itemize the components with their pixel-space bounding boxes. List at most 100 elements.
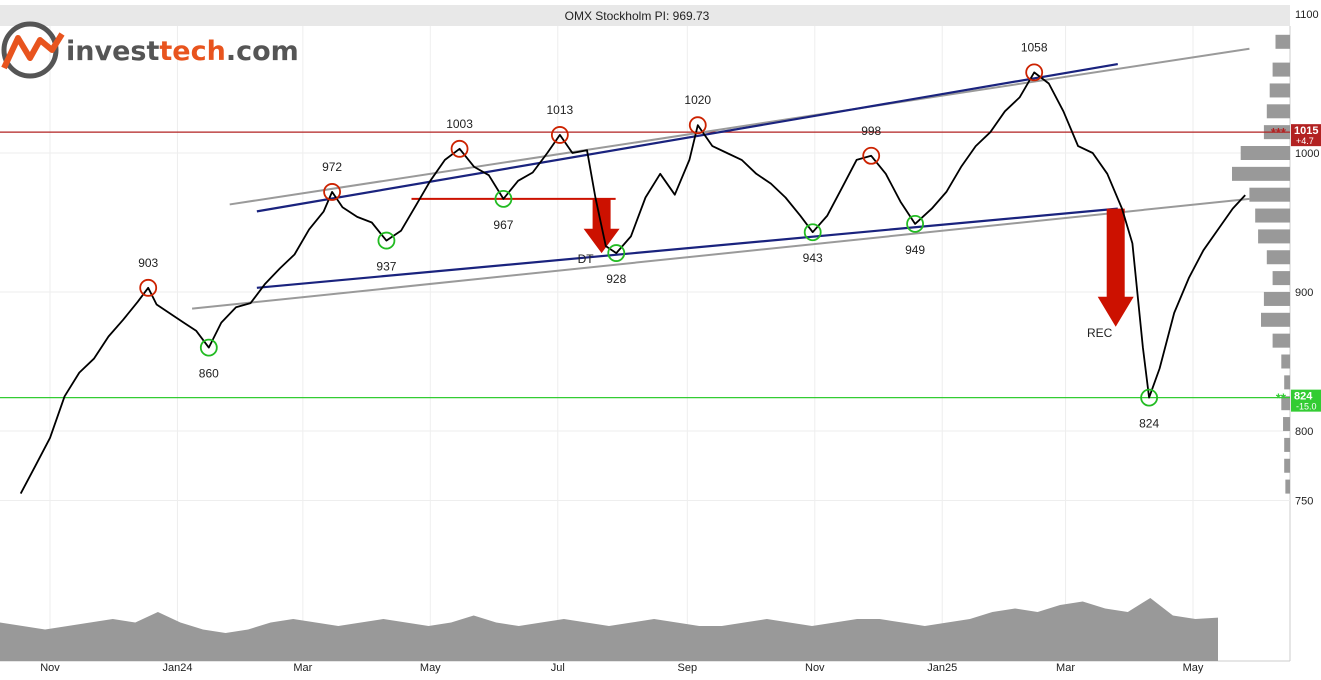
level-labels: *** 1015+4.7 ** 824-15.0 <box>1271 124 1321 412</box>
volume-profile-bar <box>1284 437 1290 452</box>
volume-profile-bar <box>1255 208 1290 223</box>
volume-profile-bar <box>1275 34 1290 49</box>
y-tick-label: 900 <box>1295 287 1313 299</box>
volume-profile-bar <box>1272 333 1290 348</box>
x-tick-label: Nov <box>805 662 825 674</box>
pivot-label: 949 <box>905 243 925 257</box>
logo-zigzag-icon <box>1 32 65 70</box>
top-marker <box>862 146 881 165</box>
signal-label: DT <box>578 252 595 266</box>
top-marker <box>1025 63 1044 82</box>
volume-profile-bar <box>1266 250 1290 265</box>
top-marker <box>139 278 158 297</box>
level-stars: ** <box>1276 391 1287 406</box>
level-badge <box>1291 124 1321 147</box>
x-tick-label: Jan24 <box>162 662 192 674</box>
x-axis: Nov Jan24 Mar May Jul Sep Nov Jan25 Mar May <box>40 662 1204 674</box>
level-stars: *** <box>1271 125 1287 140</box>
pivot-label: 903 <box>138 256 158 270</box>
x-tick-label: May <box>420 662 441 674</box>
top-marker <box>323 183 341 201</box>
level-value: 824 <box>1294 391 1313 403</box>
volume-profile-bar <box>1266 104 1290 119</box>
pivot-label: 928 <box>606 272 626 286</box>
bottom-marker <box>199 338 218 357</box>
bottom-marker <box>494 189 513 208</box>
volume-profile-bar <box>1258 229 1290 244</box>
logo-word-com: .com <box>226 36 299 67</box>
price-series <box>19 71 1246 495</box>
volume-profile-bar <box>1281 396 1290 411</box>
pivot-label: 1058 <box>1021 40 1048 54</box>
volume-profile-bar <box>1284 458 1290 473</box>
level-change: -15.0 <box>1296 402 1317 412</box>
top-marker <box>450 139 469 158</box>
volume-profile-bar <box>1285 479 1290 494</box>
top-marker <box>688 116 707 135</box>
price-line <box>19 71 1246 495</box>
pivot-label: 998 <box>861 124 881 138</box>
pivot-label: 824 <box>1139 417 1159 431</box>
x-tick-label: Jan25 <box>927 662 957 674</box>
chart-title: OMX Stockholm PI: 969.73 <box>565 9 710 23</box>
pivot-label: 860 <box>199 367 219 381</box>
bottom-marker <box>803 223 822 242</box>
x-tick-label: Mar <box>293 662 312 674</box>
volume-profile-bar <box>1232 166 1290 181</box>
volume-fill <box>0 598 1218 661</box>
volume-profile <box>1232 34 1290 494</box>
x-tick-label: Nov <box>40 662 60 674</box>
investtech-logo: investtech.com <box>1 21 299 79</box>
pivot-label: 1003 <box>446 117 473 131</box>
x-tick-label: Jul <box>551 662 565 674</box>
pivot-label: 1013 <box>547 103 574 117</box>
volume-profile-bar <box>1269 83 1290 98</box>
signal-label: REC <box>1087 326 1113 340</box>
x-tick-label: May <box>1183 662 1204 674</box>
channel-inner-upper <box>256 62 1118 213</box>
horizontal-levels <box>0 131 1290 399</box>
level-badge <box>1291 389 1321 412</box>
signal-arrow <box>1097 208 1134 327</box>
bottom-marker <box>1140 388 1159 407</box>
y-tick-label: 800 <box>1295 426 1313 438</box>
logo-wordmark: investtech.com <box>66 36 299 67</box>
trend-channels <box>191 47 1250 310</box>
y-tick-label: 1000 <box>1295 148 1319 160</box>
volume-profile-bar <box>1284 375 1290 390</box>
volume-profile-bar <box>1249 187 1290 202</box>
bottom-marker <box>377 231 396 250</box>
logo-word-tech: tech <box>159 36 225 67</box>
volume-profile-bar <box>1281 354 1290 369</box>
top-marker <box>550 126 569 144</box>
pivot-label: 1020 <box>684 93 711 107</box>
x-tick-label: Sep <box>678 662 698 674</box>
volume-profile-bar <box>1272 62 1290 77</box>
level-change: +4.7 <box>1296 136 1314 146</box>
channel-outer-upper <box>229 47 1250 206</box>
pivot-label: 967 <box>493 218 513 232</box>
volume-profile-bar <box>1283 417 1290 432</box>
volume-profile-bar <box>1261 312 1290 327</box>
y-axis: 750 800 900 1000 1100 <box>1295 9 1319 508</box>
x-tick-label: Mar <box>1056 662 1075 674</box>
pivot-markers: 903 860 972 937 1003 967 1013 928 1020 943 998 949 1… <box>138 40 1159 430</box>
channel-inner-lower <box>256 207 1118 289</box>
y-tick-label: 750 <box>1295 496 1313 508</box>
logo-word-invest: invest <box>66 36 159 67</box>
pivot-label: 937 <box>376 260 396 274</box>
channel-outer-lower <box>191 197 1250 310</box>
volume-profile-bar <box>1263 291 1290 306</box>
bottom-marker <box>906 214 924 233</box>
level-value: 1015 <box>1294 125 1318 137</box>
volume-profile-bar <box>1272 271 1290 286</box>
bottom-marker <box>607 244 626 262</box>
y-tick-label: 1100 <box>1295 9 1319 21</box>
volume-profile-bar <box>1240 146 1290 160</box>
pivot-label: 943 <box>803 251 823 265</box>
logo-ring-icon <box>1 21 59 79</box>
pivot-label: 972 <box>322 160 342 174</box>
volume-area <box>0 598 1218 661</box>
